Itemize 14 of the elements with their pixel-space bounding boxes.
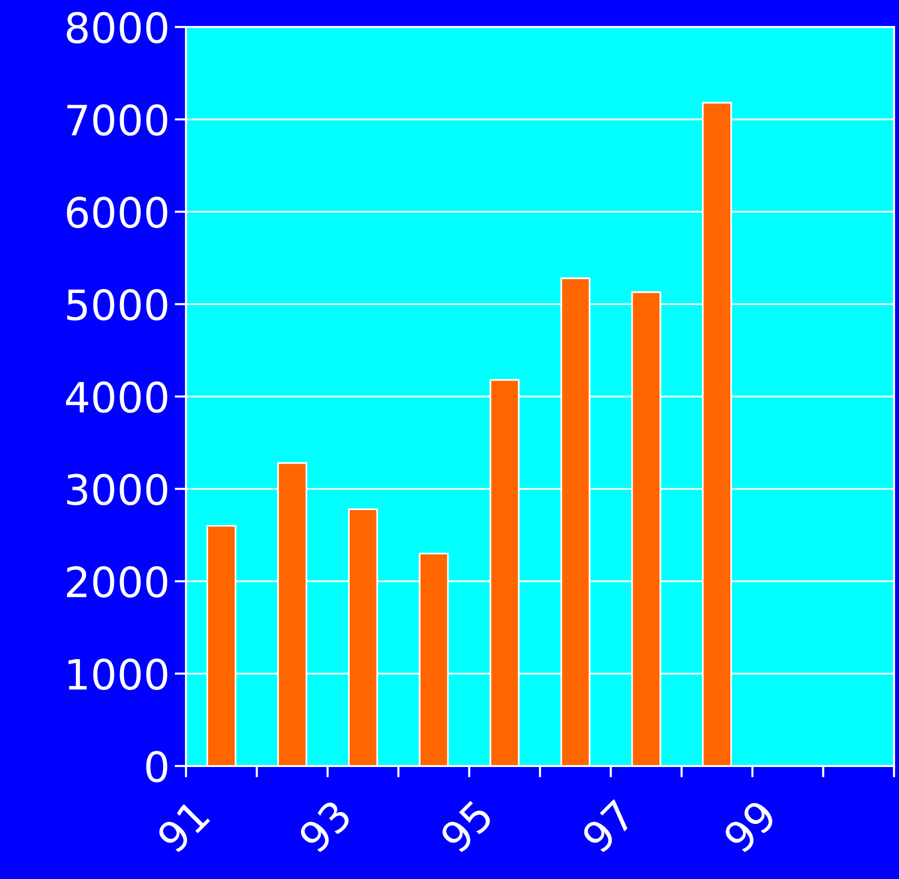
y-tick-label: 8000 — [66, 12, 168, 44]
x-tick-label: 99 — [722, 798, 778, 854]
y-tick-label: 5000 — [67, 289, 168, 321]
x-tick-label: 97 — [580, 798, 636, 854]
y-tick-label: 4000 — [66, 381, 168, 413]
y-tick-label: 1000 — [68, 658, 168, 690]
y-tick-label: 7000 — [67, 104, 168, 136]
y-tick-label: 0 — [146, 750, 168, 782]
x-tick-label: 93 — [296, 798, 353, 854]
y-tick-label: 2000 — [67, 566, 168, 598]
x-tick-label: 91 — [155, 799, 211, 854]
y-tick-label: 3000 — [67, 474, 168, 506]
y-tick-label: 6000 — [66, 196, 168, 228]
x-tick-label: 95 — [438, 798, 494, 854]
